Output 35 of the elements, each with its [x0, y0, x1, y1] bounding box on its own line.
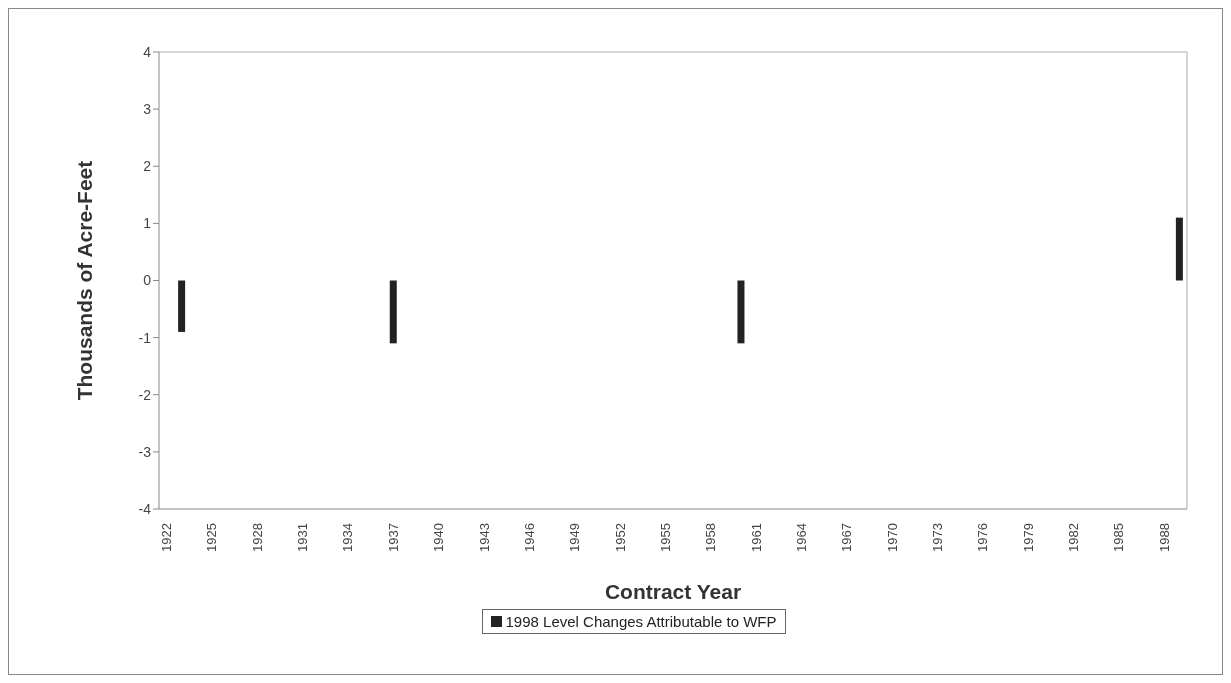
y-tick-label: -3 [138, 443, 152, 460]
x-tick-label: 1988 [1156, 523, 1172, 552]
y-axis-title: Thousands of Acre-Feet [73, 160, 97, 401]
x-tick-label: 1946 [521, 523, 537, 552]
x-tick-label: 1976 [975, 523, 991, 552]
x-tick-label: 1949 [567, 523, 583, 552]
x-tick-label: 1955 [657, 523, 673, 552]
y-tick-label: -4 [138, 500, 152, 517]
y-tick-label: -2 [138, 386, 152, 403]
x-tick-label: 1931 [295, 523, 311, 552]
x-tick-label: 1922 [159, 523, 175, 552]
x-tick-label: 1943 [476, 523, 492, 552]
x-tick-label: 1940 [431, 523, 447, 552]
x-tick-label: 1961 [748, 523, 764, 552]
x-tick-label: 1979 [1020, 523, 1036, 552]
x-tick-label: 1973 [930, 523, 946, 552]
x-tick-label: 1925 [204, 523, 220, 552]
x-tick-label: 1964 [794, 523, 809, 552]
x-tick-label: 1967 [839, 523, 855, 552]
y-tick-label: 3 [143, 101, 152, 118]
x-axis-title: Contract Year [604, 580, 742, 603]
x-tick-label: 1934 [340, 523, 356, 552]
y-tick-label: 1 [143, 215, 152, 232]
y-tick-label: 0 [143, 272, 152, 289]
x-tick-label: 1982 [1066, 523, 1082, 552]
x-tick-label: 1985 [1111, 523, 1127, 552]
x-tick-label: 1970 [884, 523, 900, 552]
x-tick-label: 1928 [249, 523, 265, 552]
x-tick-label: 1937 [385, 523, 401, 552]
legend-label: 1998 Level Changes Attributable to WFP [504, 613, 777, 630]
x-tick-label: 1958 [703, 523, 719, 552]
x-tick-label: 1952 [612, 523, 628, 552]
y-tick-label: 4 [143, 43, 152, 60]
y-tick-label: 2 [143, 158, 152, 175]
y-tick-label: -1 [138, 329, 152, 346]
